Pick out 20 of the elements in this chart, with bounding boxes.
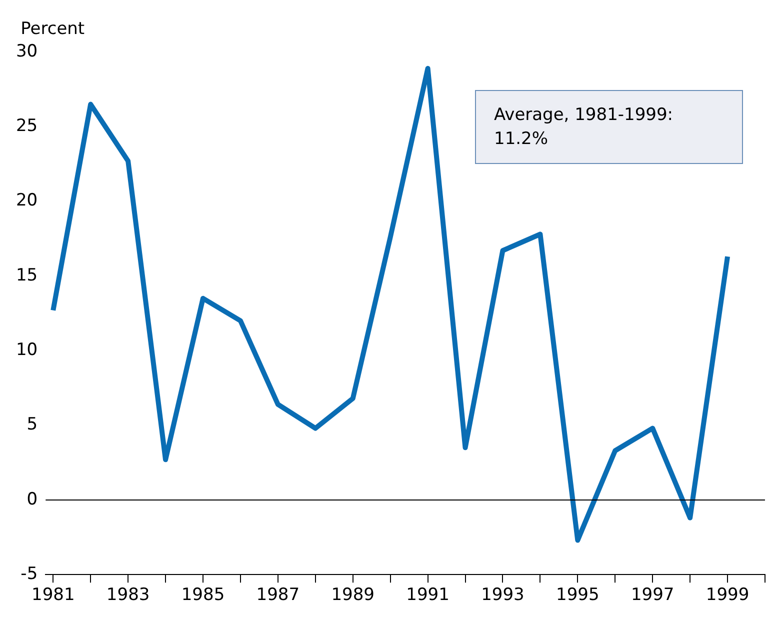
y-tick-label: 10 xyxy=(16,340,38,360)
y-tick-label: -5 xyxy=(20,564,38,584)
y-tick-label: 15 xyxy=(16,265,38,286)
x-tick-label: 1987 xyxy=(256,585,300,606)
x-tick-label: 1981 xyxy=(31,585,75,606)
y-tick-label: 20 xyxy=(16,190,38,211)
y-axis-title: Percent xyxy=(20,18,85,39)
x-tick-label: 1995 xyxy=(556,585,600,606)
x-tick-label: 1983 xyxy=(106,585,150,606)
note-box: Average, 1981-1999: 11.2% xyxy=(475,90,743,164)
y-tick-label: 25 xyxy=(16,116,38,136)
x-tick-label: 1997 xyxy=(630,585,674,606)
y-tick-label: 30 xyxy=(16,41,38,62)
x-tick-label: 1991 xyxy=(406,585,450,606)
x-tick-label: 1999 xyxy=(706,585,750,606)
x-tick-label: 1985 xyxy=(181,585,225,606)
y-tick-label: 0 xyxy=(26,489,38,510)
y-tick-label: 5 xyxy=(26,414,38,435)
x-tick-label: 1989 xyxy=(331,585,374,606)
x-tick-label: 1993 xyxy=(481,585,524,606)
